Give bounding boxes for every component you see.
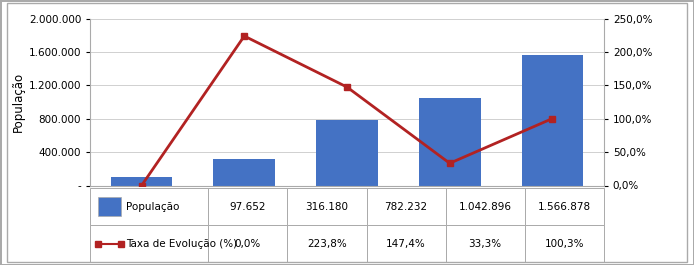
Text: 1.566.878: 1.566.878 [538, 202, 591, 212]
Bar [525, 225, 604, 262]
Text: População: População [126, 202, 180, 212]
Text: 147,4%: 147,4% [386, 239, 426, 249]
Bar [90, 225, 208, 262]
Text: Taxa de Evolução (%): Taxa de Evolução (%) [126, 239, 237, 249]
Bar [208, 188, 287, 225]
Bar [419, 98, 480, 186]
Bar [316, 120, 378, 186]
Text: 100,3%: 100,3% [545, 239, 584, 249]
Text: 97.652: 97.652 [230, 202, 266, 212]
Text: 223,8%: 223,8% [307, 239, 347, 249]
Bar [98, 197, 121, 216]
Text: 0,0%: 0,0% [235, 239, 261, 249]
Text: 782.232: 782.232 [384, 202, 428, 212]
Bar [208, 225, 287, 262]
Bar [287, 225, 366, 262]
Text: 33,3%: 33,3% [468, 239, 502, 249]
Y-axis label: População: População [12, 72, 24, 132]
Bar [522, 55, 583, 186]
Text: 1.042.896: 1.042.896 [459, 202, 511, 212]
Bar [366, 225, 446, 262]
Bar [90, 188, 208, 225]
Bar [366, 188, 446, 225]
Bar [214, 159, 275, 186]
Bar [525, 188, 604, 225]
Bar [446, 188, 525, 225]
Bar [111, 177, 172, 185]
Text: 316.180: 316.180 [305, 202, 348, 212]
Bar [446, 225, 525, 262]
Bar [287, 188, 366, 225]
